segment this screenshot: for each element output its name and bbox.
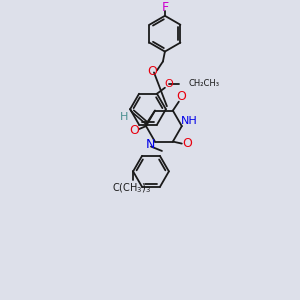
Text: CH₂CH₃: CH₂CH₃ [189, 79, 220, 88]
Text: F: F [161, 1, 169, 14]
Text: O: O [147, 65, 157, 78]
Text: O: O [129, 124, 139, 136]
Text: H: H [120, 112, 128, 122]
Text: O: O [176, 90, 186, 103]
Text: N: N [145, 138, 155, 151]
Text: O: O [182, 137, 192, 150]
Text: C(CH$_3$)$_3$: C(CH$_3$)$_3$ [112, 182, 151, 195]
Text: NH: NH [182, 116, 198, 126]
Text: O: O [164, 79, 173, 89]
